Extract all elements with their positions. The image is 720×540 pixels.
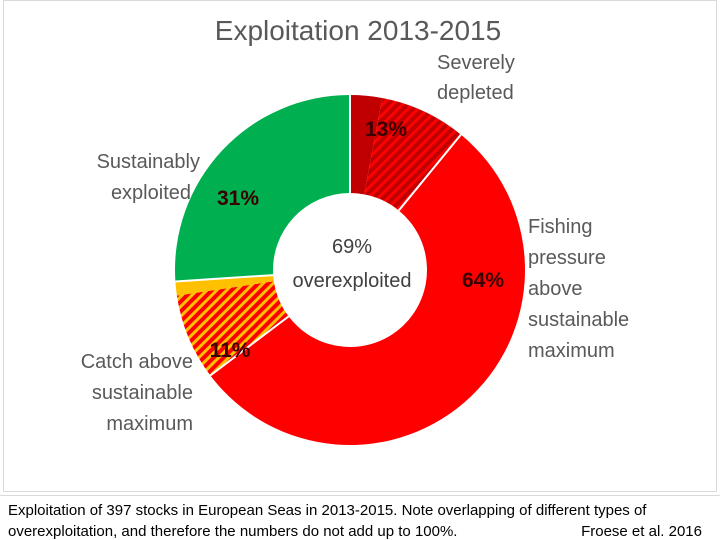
slice-separator	[209, 315, 290, 377]
category-label-line: maximum	[528, 340, 615, 362]
category-label-line: Fishing	[528, 216, 592, 238]
center-label-text: overexploited	[293, 270, 412, 292]
slice-fishing-pressure	[210, 134, 525, 445]
figure-caption: Exploitation of 397 stocks in European S…	[0, 495, 720, 540]
category-label-severely-depleted: Severely depleted	[437, 52, 515, 104]
slice-separator	[398, 133, 462, 212]
category-label-catch-above: Catch above sustainable maximum	[81, 351, 193, 435]
slice-severely-depleted-solid	[350, 95, 383, 195]
center-label-percent: 69%	[332, 236, 372, 258]
category-label-line: depleted	[437, 82, 514, 104]
category-label-line: above	[528, 278, 583, 300]
chart-title: Exploitation 2013-2015	[215, 15, 501, 46]
category-label-line: maximum	[106, 413, 193, 435]
value-label-severely-depleted: 13%	[365, 118, 407, 141]
value-label-catch-above: 11%	[210, 339, 251, 362]
category-label-line: sustainable	[92, 382, 193, 404]
slice-separators	[175, 95, 462, 377]
slice-separator	[175, 274, 274, 283]
value-label-fishing-pressure: 64%	[462, 269, 504, 292]
slice-catch-above-hatched	[176, 281, 289, 376]
category-label-line: Catch above	[81, 351, 193, 373]
caption-source: Froese et al. 2016	[581, 523, 702, 540]
category-label-fishing-pressure: Fishing pressure above sustainable maxim…	[528, 216, 629, 362]
caption-line-2: overexploitation, and therefore the numb…	[8, 523, 458, 540]
slice-sustainably-exploited	[175, 95, 350, 282]
category-label-line: pressure	[528, 247, 606, 269]
category-label-line: Severely	[437, 52, 515, 74]
category-label-line: Sustainably	[97, 151, 200, 173]
value-label-sustainably-exploited: 31%	[217, 187, 259, 210]
category-label-sustainably-exploited: Sustainably exploited	[97, 151, 200, 204]
caption-line-1: Exploitation of 397 stocks in European S…	[8, 502, 647, 519]
category-label-line: sustainable	[528, 309, 629, 331]
slice-severely-depleted-hatched	[364, 97, 461, 211]
donut-chart: Exploitation 2013-2015 69% overexploited…	[81, 15, 629, 445]
category-label-line: exploited	[111, 182, 191, 204]
caption-line-2-row: overexploitation, and therefore the numb…	[8, 521, 712, 540]
chart-frame	[3, 0, 717, 492]
